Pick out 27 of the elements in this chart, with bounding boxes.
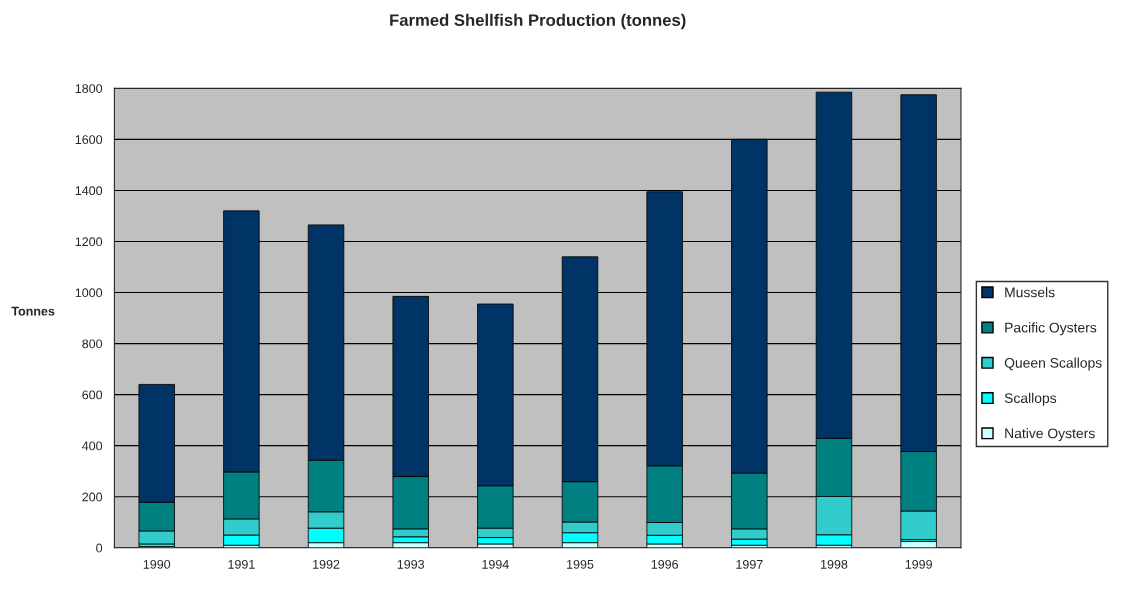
y-tick-label: 0 — [96, 543, 103, 553]
y-tick-label: 1400 — [75, 186, 103, 196]
x-tick-label: 1998 — [821, 559, 848, 569]
x-tick-label: 1990 — [143, 559, 171, 569]
legend-label: Pacific Oysters — [1005, 322, 1097, 336]
x-tick-label: 1995 — [567, 559, 594, 569]
y-tick-label: 800 — [82, 339, 103, 349]
x-tick-label: 1993 — [397, 559, 425, 569]
y-tick-label: 1200 — [75, 237, 103, 247]
x-tick-label: 1997 — [736, 559, 763, 569]
x-tick-label: 1992 — [313, 559, 340, 569]
y-tick-label: 1600 — [75, 135, 103, 145]
y-axis-title: Tonnes — [11, 306, 55, 316]
legend-label: Mussels — [1005, 287, 1055, 298]
chart-title: Farmed Shellfish Production (tonnes) — [390, 13, 686, 30]
legend-label: Native Oysters — [1005, 428, 1095, 441]
legend-label: Scallops — [1004, 392, 1057, 406]
x-tick-label: 1994 — [482, 559, 509, 569]
y-tick-label: 400 — [82, 441, 103, 451]
x-tick-label: 1999 — [905, 559, 932, 569]
y-tick-label: 1000 — [75, 288, 103, 298]
y-tick-label: 200 — [82, 492, 103, 502]
y-tick-label: 1800 — [75, 84, 103, 93]
legend-label: Queen Scallops — [1004, 357, 1102, 371]
x-tick-label: 1996 — [651, 559, 679, 569]
x-tick-label: 1991 — [228, 559, 255, 569]
y-tick-label: 600 — [82, 390, 103, 400]
